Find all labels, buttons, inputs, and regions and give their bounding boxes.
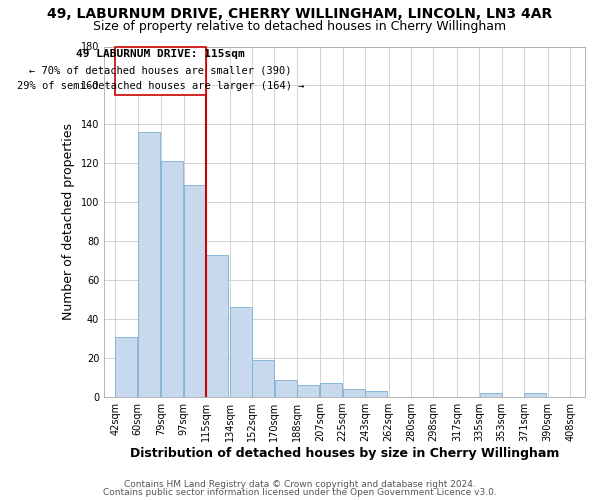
Bar [184, 185, 206, 397]
Text: 29% of semi-detached houses are larger (164) →: 29% of semi-detached houses are larger (… [17, 80, 304, 90]
Bar [297, 386, 319, 397]
Text: ← 70% of detached houses are smaller (390): ← 70% of detached houses are smaller (39… [29, 65, 292, 75]
Text: Size of property relative to detached houses in Cherry Willingham: Size of property relative to detached ho… [94, 20, 506, 33]
Text: 49 LABURNUM DRIVE: 115sqm: 49 LABURNUM DRIVE: 115sqm [76, 50, 245, 59]
Text: Contains HM Land Registry data © Crown copyright and database right 2024.: Contains HM Land Registry data © Crown c… [124, 480, 476, 489]
Bar [524, 393, 546, 397]
Bar [206, 255, 228, 397]
FancyBboxPatch shape [115, 46, 206, 95]
Y-axis label: Number of detached properties: Number of detached properties [62, 124, 75, 320]
Bar [275, 380, 296, 397]
Bar [252, 360, 274, 397]
X-axis label: Distribution of detached houses by size in Cherry Willingham: Distribution of detached houses by size … [130, 447, 559, 460]
Bar [161, 162, 184, 397]
Bar [320, 384, 343, 397]
Bar [115, 336, 137, 397]
Bar [479, 393, 502, 397]
Bar [343, 390, 365, 397]
Text: Contains public sector information licensed under the Open Government Licence v3: Contains public sector information licen… [103, 488, 497, 497]
Bar [138, 132, 160, 397]
Bar [230, 308, 252, 397]
Text: 49, LABURNUM DRIVE, CHERRY WILLINGHAM, LINCOLN, LN3 4AR: 49, LABURNUM DRIVE, CHERRY WILLINGHAM, L… [47, 8, 553, 22]
Bar [365, 391, 387, 397]
